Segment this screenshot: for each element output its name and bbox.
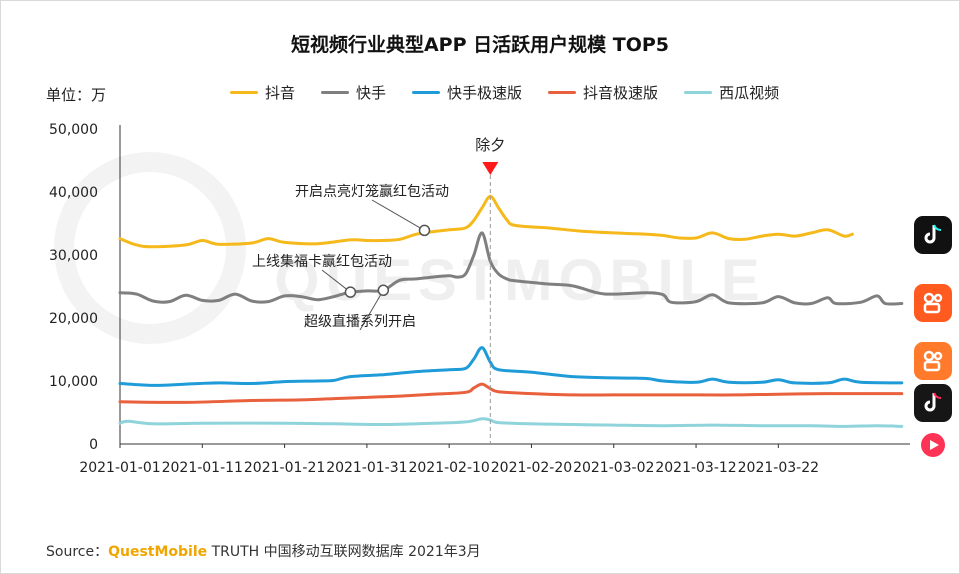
event-marker [482, 162, 499, 175]
series-line [118, 346, 904, 387]
series-line [118, 231, 904, 306]
series-line [118, 382, 904, 404]
callout-point [344, 286, 357, 298]
callout-line [359, 290, 384, 331]
callout-line [321, 269, 351, 293]
source-brand: QuestMobile [108, 544, 208, 560]
legend-swatch [548, 91, 577, 94]
watermark-ring [54, 152, 246, 344]
y-tick-label: 0 [89, 437, 98, 453]
legend-swatch [684, 91, 713, 94]
x-tick-label: 2021-03-02 [573, 460, 654, 476]
series-line [118, 417, 904, 428]
callout-point [377, 284, 390, 297]
kuaishou-lite-icon [914, 342, 952, 380]
y-tick-label: 50,000 [49, 122, 98, 138]
x-tick-label: 2021-02-20 [491, 460, 572, 476]
x-tick-label: 2021-03-22 [738, 460, 819, 476]
unit-label: 单位：万 [46, 86, 107, 104]
legend-item: 快手 [321, 82, 386, 103]
legend-label: 快手极速版 [447, 84, 523, 102]
x-tick-label: 2021-01-11 [162, 460, 243, 476]
source-prefix: Source： [46, 544, 109, 560]
callout-label: 上线集福卡赢红包活动 [252, 253, 392, 270]
douyin-lite-icon [914, 384, 952, 422]
kuaishou-icon [914, 284, 952, 322]
event-label: 除夕 [475, 136, 505, 154]
callout-label: 开启点亮灯笼赢红包活动 [295, 183, 449, 200]
legend-item: 西瓜视频 [684, 82, 779, 103]
y-tick-label: 20,000 [49, 311, 98, 327]
legend-label: 抖音极速版 [583, 84, 659, 102]
x-tick-label: 2021-02-10 [408, 460, 489, 476]
legend: 抖音 快手 快手极速版 抖音极速版 西瓜视频 [230, 82, 779, 103]
chart-title: 短视频行业典型APP 日活跃用户规模 TOP5 [290, 34, 670, 56]
callout-point [418, 224, 431, 237]
callout-line [371, 199, 425, 231]
legend-item: 抖音 [230, 82, 295, 103]
x-tick-label: 2021-03-12 [655, 460, 736, 476]
legend-item: 抖音极速版 [548, 82, 658, 103]
x-tick-label: 2021-01-01 [79, 460, 160, 476]
y-tick-label: 40,000 [49, 185, 98, 201]
source-note: Source：QuestMobile TRUTH 中国移动互联网数据库 2021… [46, 541, 481, 561]
legend-swatch [412, 91, 441, 94]
douyin-icon [914, 216, 952, 254]
legend-swatch [230, 91, 258, 94]
xigua-icon [914, 426, 952, 464]
legend-label: 西瓜视频 [719, 84, 780, 102]
legend-item: 快手极速版 [412, 82, 522, 103]
y-tick-label: 10,000 [49, 374, 98, 390]
y-tick-label: 30,000 [49, 248, 98, 264]
x-tick-label: 2021-01-21 [244, 460, 325, 476]
legend-label: 快手 [356, 84, 387, 102]
legend-label: 抖音 [265, 84, 296, 102]
legend-swatch [321, 91, 350, 94]
x-tick-label: 2021-01-31 [326, 460, 407, 476]
source-rest: TRUTH 中国移动互联网数据库 2021年3月 [207, 544, 481, 560]
callout-label: 超级直播系列开启 [304, 313, 416, 330]
